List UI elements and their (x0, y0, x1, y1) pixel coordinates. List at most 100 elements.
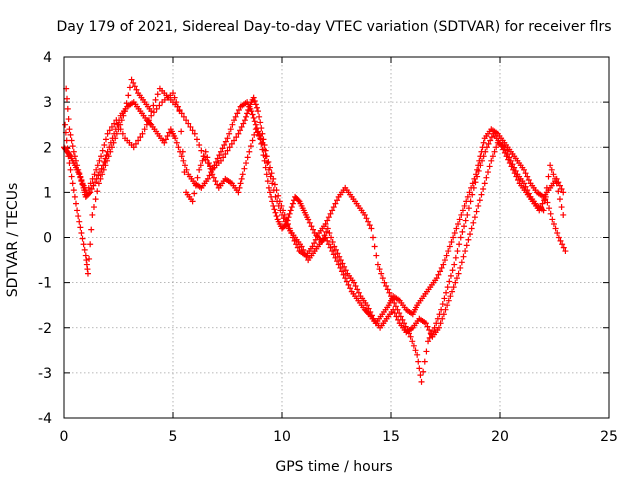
data-point (67, 166, 74, 173)
data-point (447, 293, 454, 300)
data-point (77, 173, 84, 180)
data-point (384, 286, 391, 293)
data-point (87, 241, 94, 248)
data-point (480, 153, 487, 160)
data-point (256, 132, 263, 139)
data-point (256, 113, 263, 120)
data-point (125, 92, 132, 99)
data-point (325, 214, 332, 221)
data-point (238, 175, 245, 182)
data-point (365, 305, 372, 312)
data-point (267, 173, 274, 180)
data-point (259, 139, 266, 146)
data-point (332, 200, 339, 207)
data-point (318, 239, 325, 246)
data-point (477, 162, 484, 169)
data-point (234, 110, 241, 117)
data-point (541, 197, 548, 204)
data-point (350, 279, 357, 286)
data-point (172, 135, 179, 142)
data-point (481, 180, 488, 187)
data-point (193, 136, 200, 143)
data-point (334, 258, 341, 265)
data-point (392, 303, 399, 310)
y-tick-label: 1 (43, 185, 52, 201)
data-point (345, 281, 352, 288)
data-point (365, 218, 372, 225)
data-point (467, 198, 474, 205)
x-axis-label: GPS time / hours (275, 459, 392, 475)
data-point (120, 112, 127, 119)
data-point (154, 91, 161, 98)
data-point (274, 198, 281, 205)
data-point (393, 313, 400, 320)
data-point (139, 130, 146, 137)
data-point (229, 121, 236, 128)
data-point (440, 261, 447, 268)
data-point (214, 181, 221, 188)
data-point (146, 117, 153, 124)
data-point (74, 207, 81, 214)
data-point (128, 76, 135, 83)
data-point (97, 175, 104, 182)
data-point (507, 157, 514, 164)
data-point (277, 207, 284, 214)
data-point (410, 342, 417, 349)
data-point (511, 164, 518, 171)
data-point (514, 176, 521, 183)
data-point (93, 166, 100, 173)
data-point (486, 163, 493, 170)
y-tick-label: 2 (43, 140, 52, 156)
data-point (267, 189, 274, 196)
data-point (311, 240, 318, 247)
data-point (556, 196, 563, 203)
data-point (107, 148, 114, 155)
data-point (75, 166, 82, 173)
data-point (329, 248, 336, 255)
data-point (547, 210, 554, 217)
data-point (241, 165, 248, 172)
data-point (337, 264, 344, 271)
data-point (452, 254, 459, 261)
data-point (217, 148, 224, 155)
data-point (423, 348, 430, 355)
data-point (460, 253, 467, 260)
data-point (272, 193, 279, 200)
data-point (328, 234, 335, 241)
data-point (415, 358, 422, 365)
data-point (62, 121, 69, 128)
data-point (557, 237, 564, 244)
data-point (337, 257, 344, 264)
data-point (331, 243, 338, 250)
data-point (388, 293, 394, 300)
data-point (368, 225, 375, 232)
data-point (294, 244, 301, 251)
data-point (222, 138, 229, 145)
data-point (115, 121, 122, 128)
data-point (520, 166, 527, 173)
data-point (198, 147, 205, 154)
data-point (559, 241, 566, 248)
data-point (327, 210, 334, 217)
data-point (171, 94, 178, 101)
data-point (226, 130, 233, 137)
data-point (476, 197, 483, 204)
data-marks (61, 76, 569, 385)
data-point (553, 180, 560, 187)
data-point (205, 160, 212, 167)
data-point (239, 171, 246, 178)
data-point (183, 117, 190, 124)
data-point (459, 207, 466, 214)
data-point (271, 181, 278, 188)
data-point (130, 79, 137, 86)
data-point (237, 180, 244, 187)
data-point (421, 358, 428, 365)
data-point (247, 143, 254, 150)
data-point (231, 117, 238, 124)
data-point (422, 320, 429, 327)
data-point (70, 148, 77, 155)
data-point (306, 219, 313, 226)
data-point (135, 137, 142, 144)
data-point (324, 225, 331, 232)
